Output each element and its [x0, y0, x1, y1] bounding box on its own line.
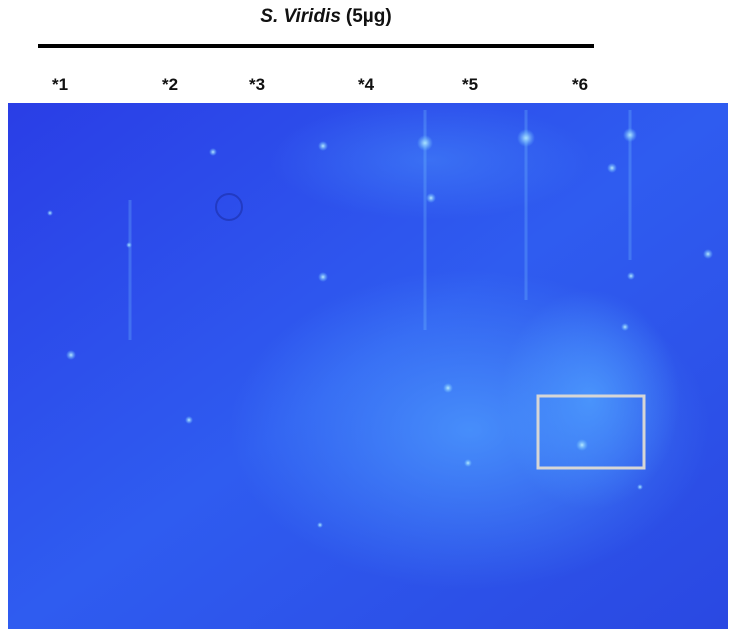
lane-label: *2	[162, 75, 178, 94]
streaks	[128, 110, 632, 340]
title-amount: (5µg)	[346, 6, 392, 27]
spots	[47, 128, 713, 528]
lane-labels: *1 *2 *3 *4 *5 *6	[52, 75, 588, 94]
lane-label: *6	[572, 75, 588, 94]
lane-label: *5	[462, 75, 478, 94]
highlight-box	[536, 394, 646, 470]
title: S. Viridis (5µg)	[260, 6, 391, 27]
glow	[500, 290, 680, 510]
title-species: S. Viridis	[260, 6, 341, 27]
bubble	[215, 193, 243, 221]
gel-image	[8, 100, 728, 629]
glow	[270, 100, 590, 220]
lane-label: *3	[249, 75, 265, 94]
lane-label: *4	[358, 75, 375, 94]
lane-label: *1	[52, 75, 68, 94]
